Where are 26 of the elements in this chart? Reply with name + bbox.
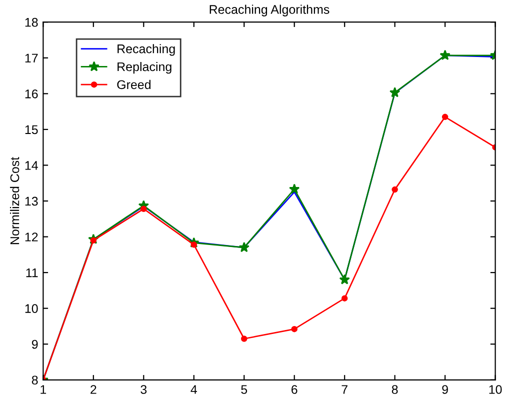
x-tick-label: 8 (392, 385, 398, 394)
x-tick-label: 9 (442, 385, 448, 394)
legend-label: Recaching (118, 44, 175, 56)
x-tick-label: 4 (190, 385, 197, 394)
x-tick-label: 3 (140, 385, 147, 394)
x-tick-label: 1 (40, 385, 46, 394)
y-tick-label: 17 (25, 54, 38, 62)
y-tick-label: 10 (25, 304, 38, 313)
y-tick-label: 12 (25, 232, 38, 242)
x-tick-label: 5 (241, 385, 248, 394)
y-tick-label: 8 (32, 376, 38, 385)
x-tick-label: 7 (342, 385, 348, 394)
y-tick-label: 9 (32, 340, 38, 349)
y-tick-label: 18 (25, 18, 38, 27)
chart-title: Recaching Algorithms (210, 4, 330, 16)
y-tick-label: 11 (26, 268, 38, 278)
y-tick-label: 15 (25, 125, 38, 134)
y-tick-label: 13 (25, 196, 38, 206)
legend-label: Replacing (118, 62, 172, 74)
legend-label: Greed (117, 80, 150, 90)
x-tick-label: 2 (90, 385, 96, 394)
y-tick-label: 16 (25, 89, 38, 98)
y-axis-title: Normilized Cost (10, 156, 20, 244)
x-tick-label: 10 (489, 385, 502, 394)
y-tick-label: 14 (25, 161, 38, 170)
x-tick-label: 6 (292, 385, 298, 394)
